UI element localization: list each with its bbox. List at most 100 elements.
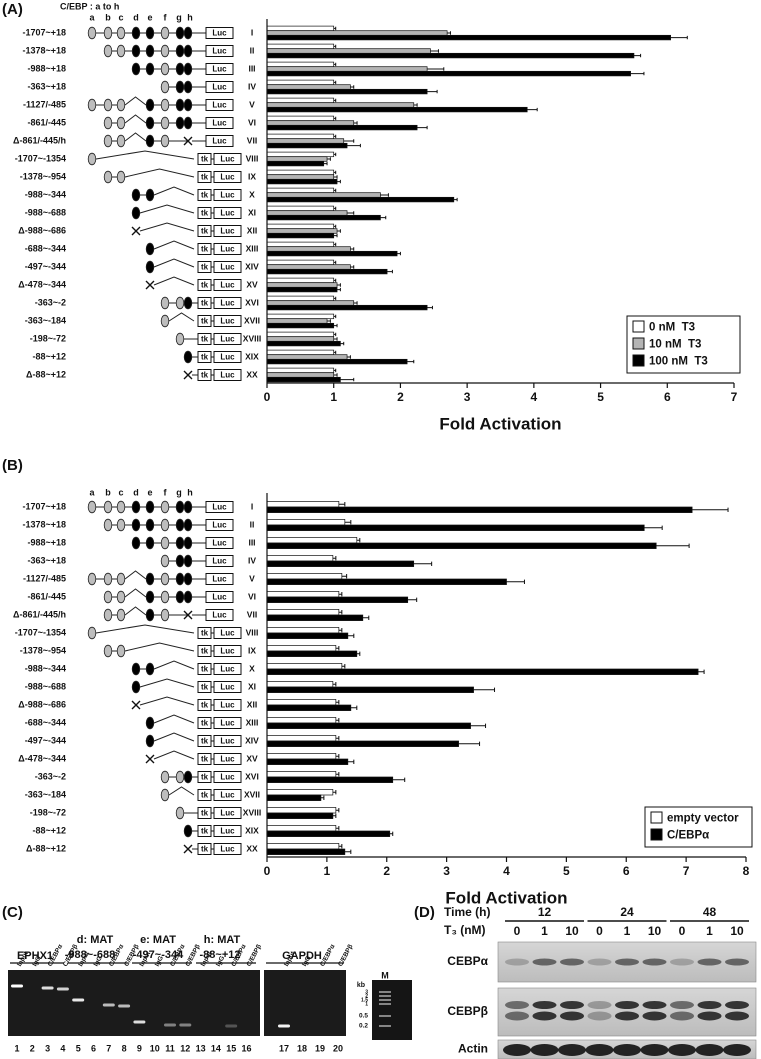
binding-element <box>116 134 126 148</box>
bar <box>266 106 528 113</box>
luc-box <box>213 807 242 819</box>
error-bar <box>335 700 340 705</box>
x-tick-label: 2 <box>383 864 390 878</box>
connector <box>153 660 195 670</box>
deletion-mark <box>131 700 141 710</box>
x-tick-label: 5 <box>597 390 604 404</box>
tk-label: tk <box>201 155 209 164</box>
binding-element <box>145 134 155 148</box>
row-numeral: XX <box>246 843 258 853</box>
tk-label: tk <box>201 335 209 344</box>
binding-element <box>145 518 155 532</box>
gel-band <box>164 1023 176 1027</box>
binding-element <box>183 554 193 568</box>
row-numeral: XV <box>246 279 258 289</box>
luc-box <box>205 63 234 75</box>
luc-label: Luc <box>220 191 235 200</box>
connector <box>124 132 147 142</box>
legend-label: 100 nM T3 <box>649 356 708 368</box>
row-numeral: XI <box>248 681 256 691</box>
binding-element <box>160 80 170 94</box>
error-bar <box>327 319 331 323</box>
construct-label: -688~-344 <box>25 243 66 253</box>
binding-element <box>175 296 185 310</box>
binding-element <box>103 572 113 586</box>
error-bar <box>347 759 355 764</box>
binding-element <box>175 572 185 586</box>
bar <box>266 264 351 270</box>
bar <box>266 156 328 162</box>
binding-element <box>145 716 155 730</box>
luc-label: Luc <box>212 593 227 602</box>
legend-swatch <box>632 320 645 333</box>
row-numeral: I <box>251 501 253 511</box>
element-letter: b <box>105 12 111 22</box>
error-bar <box>340 341 345 346</box>
error-bar <box>413 561 433 566</box>
luc-box <box>213 627 242 639</box>
gel-group-label: GAPDH <box>282 950 322 962</box>
row-numeral: XVI <box>245 771 259 781</box>
error-bar <box>362 615 370 620</box>
gel-band <box>72 998 85 1002</box>
error-bar <box>656 543 690 548</box>
gel-band <box>225 1024 238 1028</box>
error-bar <box>333 233 338 238</box>
row-numeral: XV <box>246 753 258 763</box>
error-bar <box>430 49 439 53</box>
x-tick-label: 0 <box>264 864 271 878</box>
element-letter: g <box>176 487 182 497</box>
blot-band <box>670 1011 694 1021</box>
bar <box>266 573 343 580</box>
error-bar <box>333 116 337 121</box>
binding-element <box>183 824 193 838</box>
luc-label: Luc <box>220 353 235 362</box>
error-bar <box>633 53 642 58</box>
deletion-mark <box>145 754 155 764</box>
row-numeral: VI <box>248 591 256 601</box>
binding-element <box>131 500 141 514</box>
luc-box <box>213 207 242 219</box>
error-bar <box>341 664 346 669</box>
luc-box <box>213 279 242 291</box>
error-bar <box>333 206 337 211</box>
binding-element <box>160 572 170 586</box>
connector <box>168 312 195 322</box>
luc-box <box>213 315 242 327</box>
binding-element <box>131 206 141 220</box>
connector <box>124 606 147 616</box>
blot-band <box>642 1001 667 1009</box>
construct-label: -198~-72 <box>30 807 66 817</box>
lane-number: 9 <box>137 1043 142 1053</box>
row-numeral: XVI <box>245 297 259 307</box>
lane-number: 1 <box>14 1043 19 1053</box>
gel-band <box>41 986 54 990</box>
error-bar <box>350 247 355 251</box>
bar <box>266 614 364 621</box>
blot-band <box>697 1011 722 1021</box>
binding-element <box>160 788 170 802</box>
blot-band <box>560 1011 584 1021</box>
bar <box>266 735 337 742</box>
connector <box>124 642 195 652</box>
blot-band <box>587 958 612 966</box>
x-tick-label: 2 <box>397 390 404 404</box>
bar <box>266 138 345 144</box>
luc-box <box>213 261 242 273</box>
error-bar <box>343 139 355 143</box>
element-letter: b <box>105 487 111 497</box>
tk-label: tk <box>201 317 209 326</box>
marker-size: 3 <box>365 989 368 995</box>
error-bar <box>332 813 337 818</box>
connector <box>168 786 195 796</box>
binding-element <box>87 572 97 586</box>
luc-label: Luc <box>220 629 235 638</box>
binding-element <box>87 26 97 40</box>
lane-number: 16 <box>241 1043 251 1053</box>
binding-element <box>160 536 170 550</box>
element-letter: g <box>176 12 182 22</box>
error-bar <box>644 525 663 530</box>
row-numeral: XVII <box>244 315 260 325</box>
error-bar <box>333 98 337 103</box>
blot-label: Actin <box>458 1042 488 1056</box>
